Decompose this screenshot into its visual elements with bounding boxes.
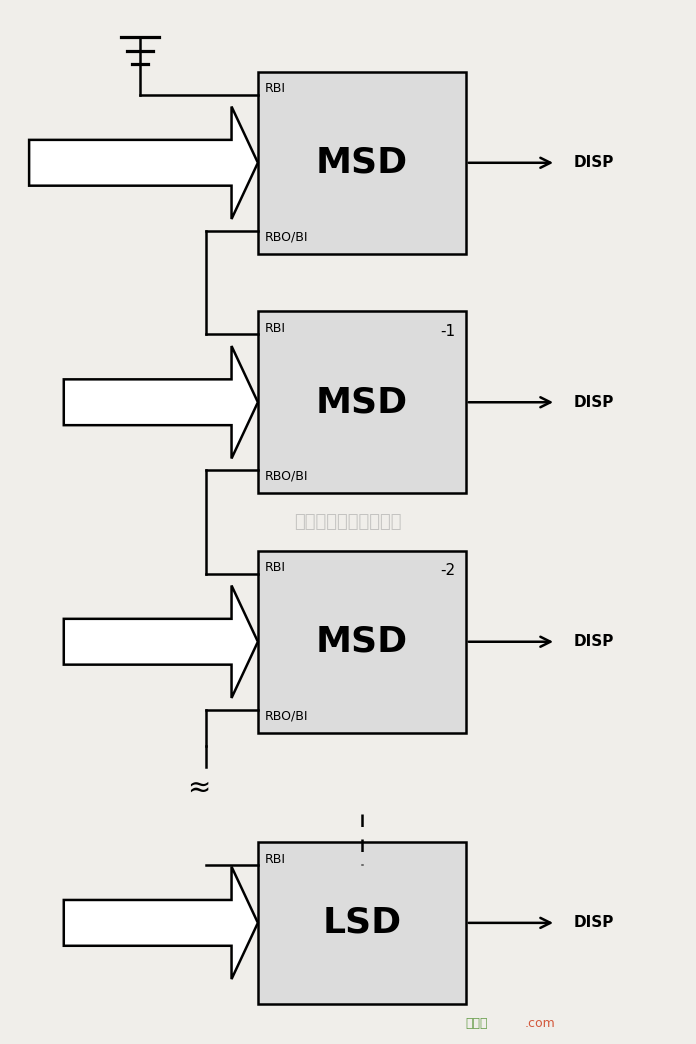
Text: MSD: MSD [316,146,408,180]
Text: DISP: DISP [574,156,614,170]
Text: 杭州将睿科技有限公司: 杭州将睿科技有限公司 [294,513,402,531]
Text: DISP: DISP [574,916,614,930]
Text: -1: -1 [441,324,455,338]
Text: RBI: RBI [264,322,286,334]
Bar [258,72,466,254]
Polygon shape [64,346,258,458]
Bar [258,843,466,1003]
Text: ≈: ≈ [187,774,211,802]
Text: -2: -2 [441,563,455,578]
Text: DISP: DISP [574,635,614,649]
Polygon shape [29,106,258,219]
Text: MSD: MSD [316,385,408,420]
Text: MSD: MSD [316,624,408,659]
Text: LSD: LSD [322,906,402,940]
Text: RBO/BI: RBO/BI [264,470,308,483]
Polygon shape [64,586,258,698]
Text: RBI: RBI [264,853,286,865]
Text: RBO/BI: RBO/BI [264,231,308,243]
Text: RBO/BI: RBO/BI [264,710,308,722]
Bar [258,550,466,733]
Text: RBI: RBI [264,561,286,574]
Polygon shape [64,867,258,979]
Text: RBI: RBI [264,82,286,95]
Text: 接线图: 接线图 [466,1017,489,1030]
Text: .com: .com [525,1017,555,1030]
Text: DISP: DISP [574,395,614,409]
Bar [258,311,466,494]
